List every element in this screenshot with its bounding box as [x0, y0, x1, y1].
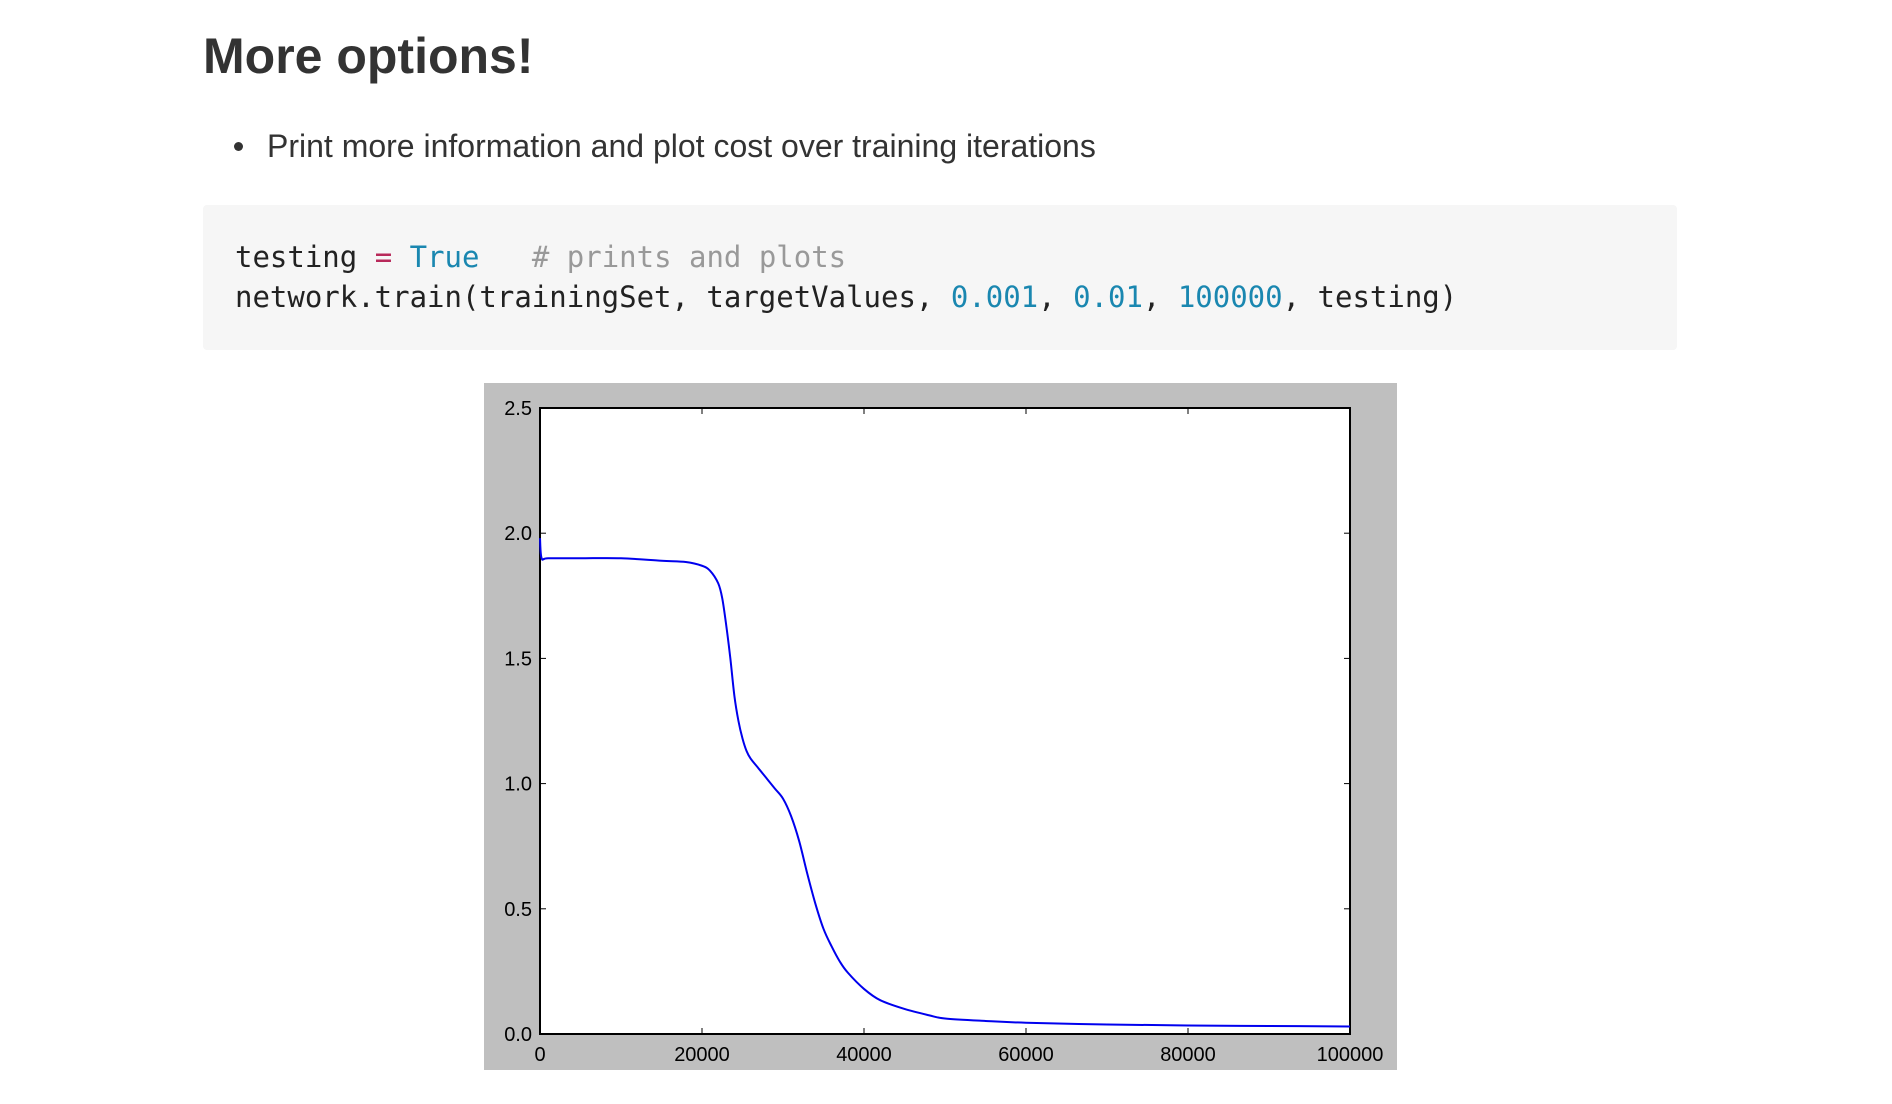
- x-tick-label: 40000: [836, 1044, 892, 1066]
- code-operator: =: [374, 240, 393, 274]
- cost-series-line: [539, 538, 1351, 1028]
- y-tick-label: 2.5: [504, 398, 532, 420]
- x-tick-label: 20000: [674, 1044, 730, 1066]
- plot-area: [539, 407, 1351, 1035]
- x-axis-ticks: 0 20000 40000 60000 80000 100000: [534, 408, 1383, 1066]
- bullet-list: Print more information and plot cost ove…: [229, 120, 1096, 172]
- code-block[interactable]: testing = True # prints and plots network…: [203, 205, 1677, 350]
- y-tick-label: 1.0: [504, 774, 532, 796]
- y-axis-ticks: 0.0 0.5 1.0 1.5 2.0 2.5: [504, 398, 1350, 1046]
- code-separator-2: ,: [1142, 280, 1178, 314]
- code-number-3: 100000: [1177, 280, 1283, 314]
- code-space: [392, 240, 409, 274]
- code-call-prefix: network.train(trainingSet, targetValues,: [235, 280, 951, 314]
- code-line-1: testing = True # prints and plots: [235, 237, 1677, 277]
- x-tick-label: 100000: [1317, 1044, 1384, 1066]
- x-tick-label: 0: [534, 1044, 545, 1066]
- bullet-dot-icon: [234, 142, 243, 151]
- code-comment: # prints and plots: [531, 240, 847, 274]
- code-separator-1: ,: [1038, 280, 1074, 314]
- code-call-suffix: , testing): [1282, 280, 1458, 314]
- page-heading: More options!: [203, 28, 534, 84]
- y-tick-label: 2.0: [504, 523, 532, 545]
- code-number-2: 0.01: [1073, 280, 1143, 314]
- y-tick-label: 0.0: [504, 1024, 532, 1046]
- cost-plot-figure: 0 20000 40000 60000 80000 100000 0.0 0.5 1.0 1.5…: [484, 383, 1397, 1070]
- bullet-text: Print more information and plot cost ove…: [267, 128, 1096, 164]
- x-tick-label: 80000: [1160, 1044, 1216, 1066]
- y-tick-label: 0.5: [504, 899, 532, 921]
- code-variable: testing: [235, 240, 375, 274]
- bullet-item: Print more information and plot cost ove…: [229, 120, 1096, 172]
- cost-plot: 0 20000 40000 60000 80000 100000 0.0 0.5 1.0 1.5…: [504, 398, 1383, 1066]
- y-tick-label: 1.5: [504, 648, 532, 670]
- code-number-1: 0.001: [950, 280, 1039, 314]
- code-keyword: True: [409, 240, 480, 274]
- x-tick-label: 60000: [998, 1044, 1054, 1066]
- code-line-2: network.train(trainingSet, targetValues,…: [235, 277, 1677, 317]
- code-gap: [479, 240, 531, 274]
